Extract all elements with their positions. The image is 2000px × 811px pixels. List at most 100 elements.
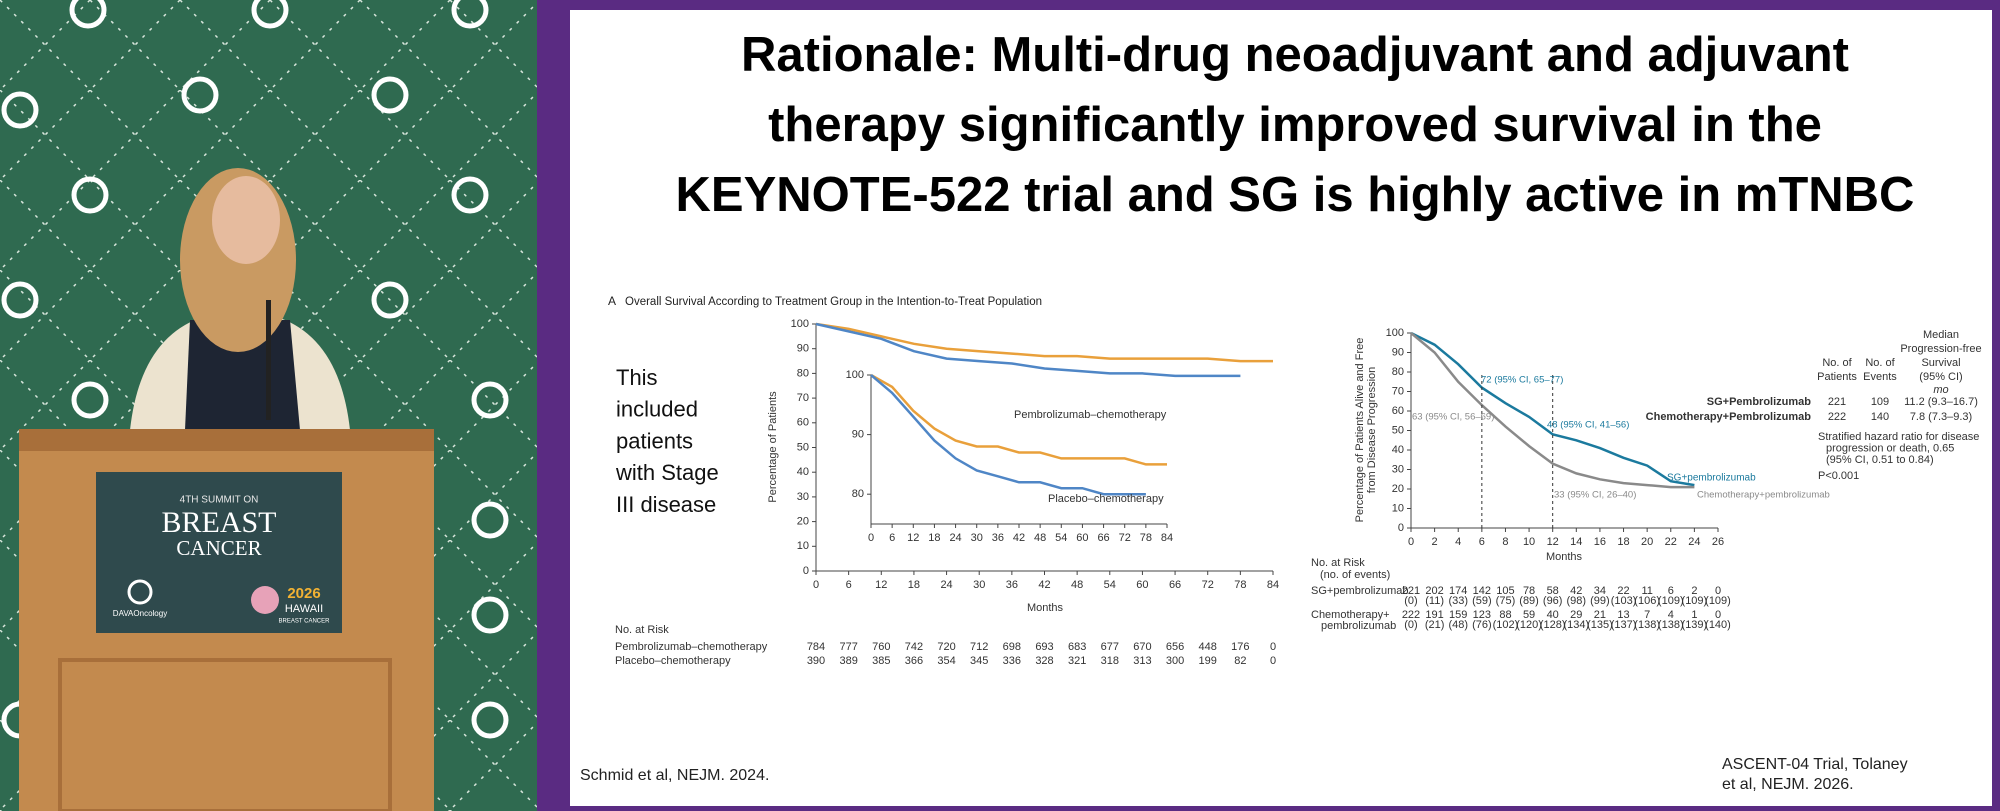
survival-curve <box>1410 331 1695 487</box>
risk-number: 313 <box>1133 655 1151 667</box>
risk-number: 199 <box>1199 655 1217 667</box>
x-tick-label: 0 <box>813 579 819 591</box>
survival-curve <box>1410 332 1695 489</box>
risk-number: 742 <box>905 641 923 653</box>
table-note: (95% CI, 0.51 to 0.84) <box>1826 454 1934 466</box>
risk-number: 174 <box>1449 585 1467 597</box>
x-tick-label: 72 <box>1202 579 1214 591</box>
survival-curve <box>870 374 1146 496</box>
risk-number: 21 <box>1594 609 1606 621</box>
risk-events: (48) <box>1448 619 1468 631</box>
table-header: Progression-free <box>1900 343 1981 355</box>
risk-number: 191 <box>1425 609 1443 621</box>
risk-number: 1 <box>1691 609 1697 621</box>
table-cell: 11.2 (9.3–16.7) <box>1904 396 1978 408</box>
table-cell: 109 <box>1871 396 1889 408</box>
table-header: Survival <box>1921 357 1960 369</box>
y-tick-label: 70 <box>797 392 809 404</box>
y-axis-label: Percentage of Patients Alive and Free <box>1354 338 1366 523</box>
slide-note: with Stage <box>615 460 719 485</box>
risk-number: 13 <box>1617 609 1629 621</box>
x-tick-label: 24 <box>949 532 961 544</box>
table-cell: 222 <box>1828 411 1846 423</box>
risk-events: (128) <box>1540 619 1566 631</box>
annotation: 33 (95% CI, 26–40) <box>1554 490 1636 501</box>
citation: et al, NEJM. 2026. <box>1722 776 1854 793</box>
chart-title: Overall Survival According to Treatment … <box>625 296 1042 308</box>
x-tick-label: 72 <box>1119 532 1131 544</box>
x-tick-label: 12 <box>907 532 919 544</box>
risk-events: (140) <box>1705 619 1731 631</box>
y-tick-label: 10 <box>797 540 809 552</box>
x-tick-label: 54 <box>1055 532 1067 544</box>
y-tick-label: 20 <box>797 516 809 528</box>
y-tick-label: 30 <box>1392 463 1404 475</box>
x-tick-label: 78 <box>1234 579 1246 591</box>
risk-number: 221 <box>1402 585 1420 597</box>
risk-events: (0) <box>1404 619 1417 631</box>
risk-events: (139) <box>1682 619 1708 631</box>
x-tick-label: 60 <box>1076 532 1088 544</box>
x-tick-label: 30 <box>971 532 983 544</box>
risk-number: 712 <box>970 641 988 653</box>
x-tick-label: 42 <box>1038 579 1050 591</box>
survival-curve <box>870 373 1167 466</box>
risk-events: (33) <box>1448 595 1468 607</box>
x-tick-label: 66 <box>1097 532 1109 544</box>
risk-number: 2 <box>1691 585 1697 597</box>
risk-number: 345 <box>970 655 988 667</box>
risk-number: 777 <box>839 641 857 653</box>
x-tick-label: 20 <box>1641 536 1653 548</box>
risk-number: 0 <box>1715 609 1721 621</box>
sign-flower <box>251 586 279 614</box>
risk-events: (135) <box>1587 619 1613 631</box>
risk-events: (103) <box>1611 595 1637 607</box>
risk-number: 40 <box>1547 609 1559 621</box>
citation: Schmid et al, NEJM. 2024. <box>580 767 769 784</box>
y-tick-label: 50 <box>1392 424 1404 436</box>
slide-note: patients <box>616 428 693 453</box>
risk-events: (109) <box>1705 595 1731 607</box>
x-tick-label: 84 <box>1161 532 1173 544</box>
y-tick-label: 80 <box>797 367 809 379</box>
sign-year: 2026 <box>287 585 320 602</box>
risk-events: (137) <box>1611 619 1637 631</box>
x-tick-label: 6 <box>846 579 852 591</box>
risk-number: 760 <box>872 641 890 653</box>
risk-events: (102) <box>1493 619 1519 631</box>
risk-label: Chemotherapy+ <box>1311 609 1390 621</box>
table-header: (95% CI) <box>1919 371 1962 383</box>
y-tick-label: 0 <box>1398 522 1404 534</box>
x-tick-label: 0 <box>868 532 874 544</box>
table-row-label: Chemotherapy+Pembrolizumab <box>1646 411 1812 423</box>
risk-events: (89) <box>1519 595 1539 607</box>
slide-title: Rationale: Multi-drug neoadjuvant and ad… <box>741 28 1849 82</box>
risk-number: 318 <box>1101 655 1119 667</box>
table-unit: mo <box>1933 384 1948 396</box>
series-label: Pembrolizumab–chemotherapy <box>1014 409 1167 421</box>
table-cell: 7.8 (7.3–9.3) <box>1910 411 1972 423</box>
x-tick-label: 36 <box>992 532 1004 544</box>
risk-events: (21) <box>1425 619 1445 631</box>
risk-number: 59 <box>1523 609 1535 621</box>
risk-number: 29 <box>1570 609 1582 621</box>
x-axis-label: Months <box>1546 551 1583 563</box>
risk-number: 300 <box>1166 655 1184 667</box>
risk-number: 670 <box>1133 641 1151 653</box>
x-tick-label: 12 <box>875 579 887 591</box>
table-cell: 140 <box>1871 411 1889 423</box>
series-label: Chemotherapy+pembrolizumab <box>1697 490 1830 501</box>
x-tick-label: 54 <box>1104 579 1116 591</box>
y-tick-label: 30 <box>797 491 809 503</box>
sign-location-sub: BREAST CANCER <box>279 619 331 625</box>
sign-location: HAWAII <box>285 603 323 615</box>
podium-sign <box>96 472 342 633</box>
risk-number: 0 <box>1270 641 1276 653</box>
risk-number: 784 <box>807 641 825 653</box>
risk-number: 656 <box>1166 641 1184 653</box>
y-axis-label: Percentage of Patients <box>767 391 779 503</box>
slide-title: therapy significantly improved survival … <box>768 98 1822 152</box>
risk-label: Placebo–chemotherapy <box>615 655 731 667</box>
annotation: 48 (95% CI, 41–56) <box>1547 420 1629 431</box>
